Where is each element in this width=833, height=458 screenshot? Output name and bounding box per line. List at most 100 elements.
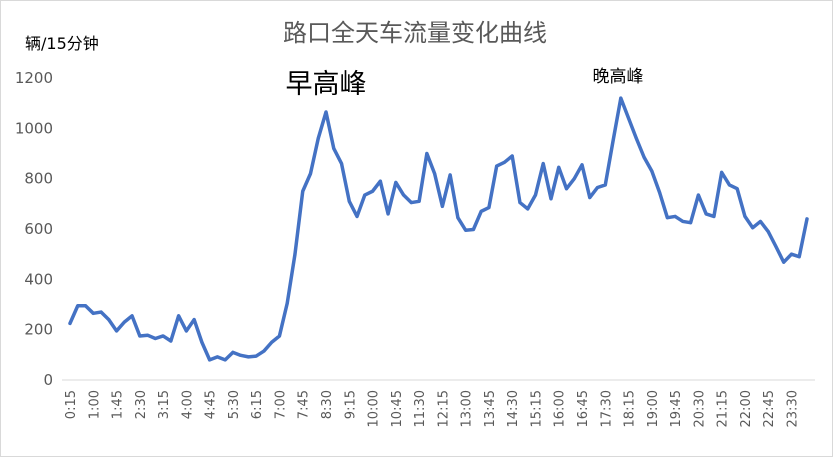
data-point [588, 196, 592, 200]
data-point [510, 154, 514, 158]
data-point [324, 110, 328, 114]
data-point [596, 185, 600, 189]
data-point [246, 355, 250, 359]
data-point [122, 320, 126, 324]
x-tick-label: 19:00 [646, 390, 661, 427]
y-tick-label: 1200 [15, 69, 53, 87]
data-point [782, 260, 786, 264]
x-tick-label: 18:15 [623, 390, 638, 427]
data-point [169, 339, 173, 343]
data-point [146, 333, 150, 337]
data-point [774, 245, 778, 249]
data-point [673, 214, 677, 218]
series-line [68, 96, 809, 362]
x-tick-label: 7:45 [297, 390, 312, 419]
x-tick-label: 19:45 [669, 390, 684, 427]
data-point [99, 310, 103, 314]
x-tick-label: 22:45 [762, 390, 777, 427]
data-point [471, 228, 475, 231]
data-point [658, 191, 662, 195]
x-tick-label: 6:15 [250, 390, 265, 419]
x-tick-labels: 0:15 1:00 1:45 2:30 3:15 4:00 4:45 5:30 6:15 7:00… [64, 390, 800, 427]
data-point [526, 207, 530, 211]
data-point [340, 162, 344, 166]
data-point [727, 183, 731, 187]
y-tick-label: 600 [24, 220, 53, 238]
data-point [681, 219, 685, 223]
x-tick-label: 13:45 [483, 390, 498, 427]
data-point [332, 146, 336, 150]
data-point [634, 136, 638, 140]
x-tick-label: 9:15 [343, 390, 358, 419]
data-point [347, 199, 351, 203]
y-tick-label: 1000 [15, 119, 53, 137]
x-tick-label: 16:00 [553, 390, 568, 427]
y-tick-label: 400 [24, 270, 53, 288]
data-point [433, 172, 437, 176]
evening-peak-label: 晚高峰 [593, 67, 644, 87]
data-point [107, 318, 111, 322]
data-point [153, 336, 157, 340]
data-point [355, 214, 359, 218]
x-tick-label: 14:30 [506, 390, 521, 427]
data-point [502, 160, 506, 164]
data-point [394, 180, 398, 184]
data-point [223, 358, 227, 362]
data-point [177, 314, 181, 318]
x-tick-label: 8:30 [320, 390, 335, 419]
x-tick-label: 22:00 [739, 390, 754, 427]
morning-peak-label: 早高峰 [286, 69, 367, 100]
data-point [239, 353, 243, 357]
data-point [805, 217, 809, 221]
x-tick-label: 21:15 [716, 390, 731, 427]
series-points [68, 96, 809, 362]
data-point [696, 193, 700, 197]
data-point [580, 163, 584, 167]
data-point [440, 204, 444, 208]
data-point [611, 139, 615, 143]
data-point [735, 187, 739, 191]
data-point [68, 321, 72, 325]
data-point [619, 96, 623, 100]
data-point [425, 152, 429, 155]
x-tick-label: 7:00 [273, 390, 288, 419]
x-tick-label: 0:15 [64, 390, 79, 419]
data-point [115, 329, 119, 333]
data-point [464, 228, 468, 232]
x-tick-label: 17:30 [599, 390, 614, 427]
data-point [751, 226, 755, 230]
x-tick-label: 20:30 [692, 390, 707, 427]
data-point [231, 350, 235, 354]
data-point [720, 170, 724, 174]
data-point [758, 219, 762, 223]
x-tick-label: 1:45 [111, 390, 126, 419]
data-point [84, 304, 88, 308]
data-point [192, 318, 196, 322]
data-point [130, 314, 134, 318]
x-tick-label: 2:30 [134, 390, 149, 419]
data-point [487, 206, 491, 210]
data-point [215, 355, 219, 359]
data-point [371, 189, 375, 193]
data-point [448, 173, 452, 177]
data-point [549, 197, 553, 201]
data-point [495, 164, 499, 168]
y-tick-labels: 0 200 400 600 800 1000 1200 [15, 69, 53, 389]
x-tick-label: 15:15 [529, 390, 544, 427]
data-point [650, 169, 654, 173]
data-point [456, 216, 460, 220]
data-point [386, 212, 390, 216]
data-point [789, 252, 793, 256]
data-point [308, 172, 312, 176]
y-tick-label: 0 [43, 371, 53, 389]
data-point [689, 221, 693, 225]
data-point [316, 136, 320, 140]
x-tick-label: 5:30 [227, 390, 242, 419]
data-point [200, 340, 204, 344]
data-point [254, 354, 258, 358]
data-point [277, 334, 281, 338]
y-axis-label: 辆/15分钟 [25, 34, 99, 53]
data-point [743, 214, 747, 218]
x-tick-label: 3:15 [157, 390, 172, 419]
